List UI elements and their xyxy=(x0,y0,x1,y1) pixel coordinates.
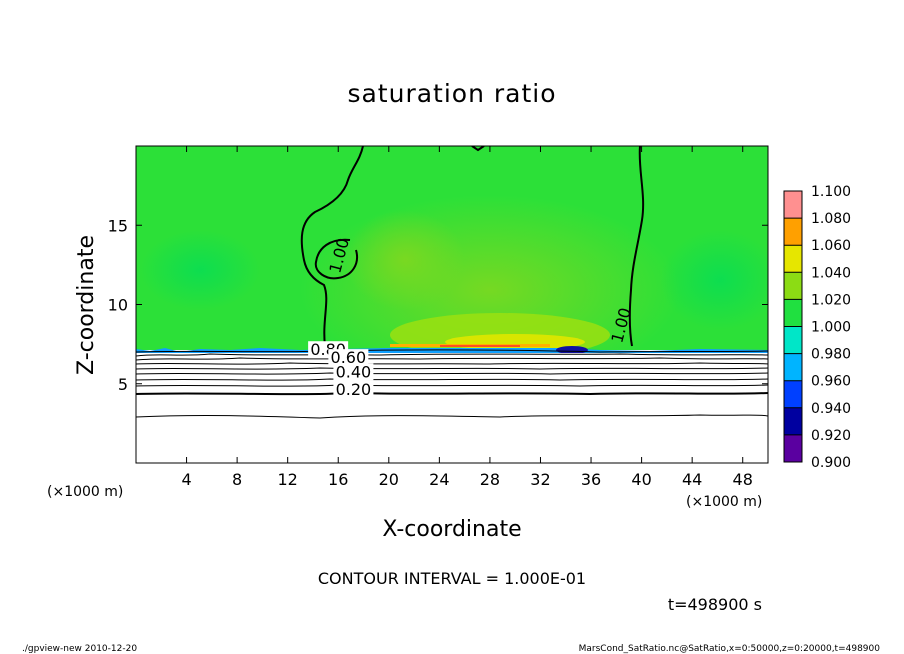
colorbar-label: 1.000 xyxy=(811,320,851,336)
colorbar-segment xyxy=(784,326,802,354)
colorbar-label: 0.900 xyxy=(811,455,851,471)
colorbar-segment xyxy=(784,380,802,408)
colorbar-label: 1.060 xyxy=(811,238,851,254)
x-tick-label: 36 xyxy=(581,470,601,489)
boundary-red xyxy=(440,345,520,347)
contour-label-bg xyxy=(328,349,369,367)
x-tick-label: 8 xyxy=(232,470,242,489)
colorbar: 0.900 0.920 0.940 0.960 0.980 1.000 1.020 1.040… xyxy=(783,184,851,471)
colorbar-segment xyxy=(784,191,802,219)
time-label: t=498900 s xyxy=(668,595,762,614)
colorbar-label: 1.100 xyxy=(811,184,851,200)
contour-one xyxy=(300,146,645,347)
colorbar-label: 0.980 xyxy=(811,347,851,363)
footer-left: ./gpview-new 2010-12-20 xyxy=(22,644,137,654)
colorbar-label: 1.020 xyxy=(811,292,851,308)
field-patch xyxy=(140,230,260,310)
colorbar-segment xyxy=(784,407,802,435)
colorbar-label: 1.040 xyxy=(811,265,851,281)
colorbar-segment xyxy=(784,245,802,273)
footer-right: MarsCond_SatRatio.nc@SatRatio,x=0:50000,… xyxy=(579,644,881,654)
contour-label-bg xyxy=(333,363,374,381)
dry-pocket xyxy=(556,346,588,354)
colorbar-segment xyxy=(784,218,802,246)
subsaturated-region xyxy=(136,353,768,463)
colorbar-segment xyxy=(784,299,802,327)
x-tick-label: 20 xyxy=(379,470,399,489)
colorbar-segment xyxy=(784,434,802,462)
x-tick-label: 4 xyxy=(181,470,191,489)
y-tick-label: 10 xyxy=(108,296,128,315)
plot-area xyxy=(136,146,768,463)
x-tick-label: 40 xyxy=(631,470,651,489)
y-tick-label: 5 xyxy=(118,375,128,394)
contour-label: 0.40 xyxy=(336,362,372,381)
colorbar-segment xyxy=(784,353,802,381)
x-tick-label: 16 xyxy=(328,470,348,489)
x-tick-label: 28 xyxy=(480,470,500,489)
contour-label-bg xyxy=(333,380,374,398)
colorbar-label: 0.960 xyxy=(811,374,851,390)
colorbar-label: 1.080 xyxy=(811,211,851,227)
y-axis-label: Z-coordinate xyxy=(74,235,99,375)
contour-label: 0.60 xyxy=(331,348,367,367)
colorbar-segment xyxy=(784,272,802,300)
y-axis-ticks: 5 10 15 xyxy=(108,216,768,394)
x-tick-label: 12 xyxy=(278,470,298,489)
x-unit-label-right: (×1000 m) xyxy=(686,494,762,510)
contour-interval: CONTOUR INTERVAL = 1.000E-01 xyxy=(318,569,586,588)
contour-bundle xyxy=(136,349,768,419)
x-tick-label: 44 xyxy=(682,470,702,489)
field-patch xyxy=(345,210,465,310)
x-axis-ticks: 4 8 12 16 20 24 28 32 36 40 44 48 xyxy=(181,146,753,489)
y-tick-label: 15 xyxy=(108,216,128,235)
x-unit-label-left: (×1000 m) xyxy=(47,484,123,500)
chart-title: saturation ratio xyxy=(347,79,556,108)
x-tick-label: 24 xyxy=(429,470,449,489)
contour-label: 0.20 xyxy=(336,380,372,399)
x-tick-label: 32 xyxy=(530,470,550,489)
colorbar-label: 0.940 xyxy=(811,401,851,417)
x-tick-label: 48 xyxy=(733,470,753,489)
field-patch xyxy=(660,230,768,330)
x-axis-label: X-coordinate xyxy=(382,517,521,542)
colorbar-label: 0.920 xyxy=(811,428,851,444)
